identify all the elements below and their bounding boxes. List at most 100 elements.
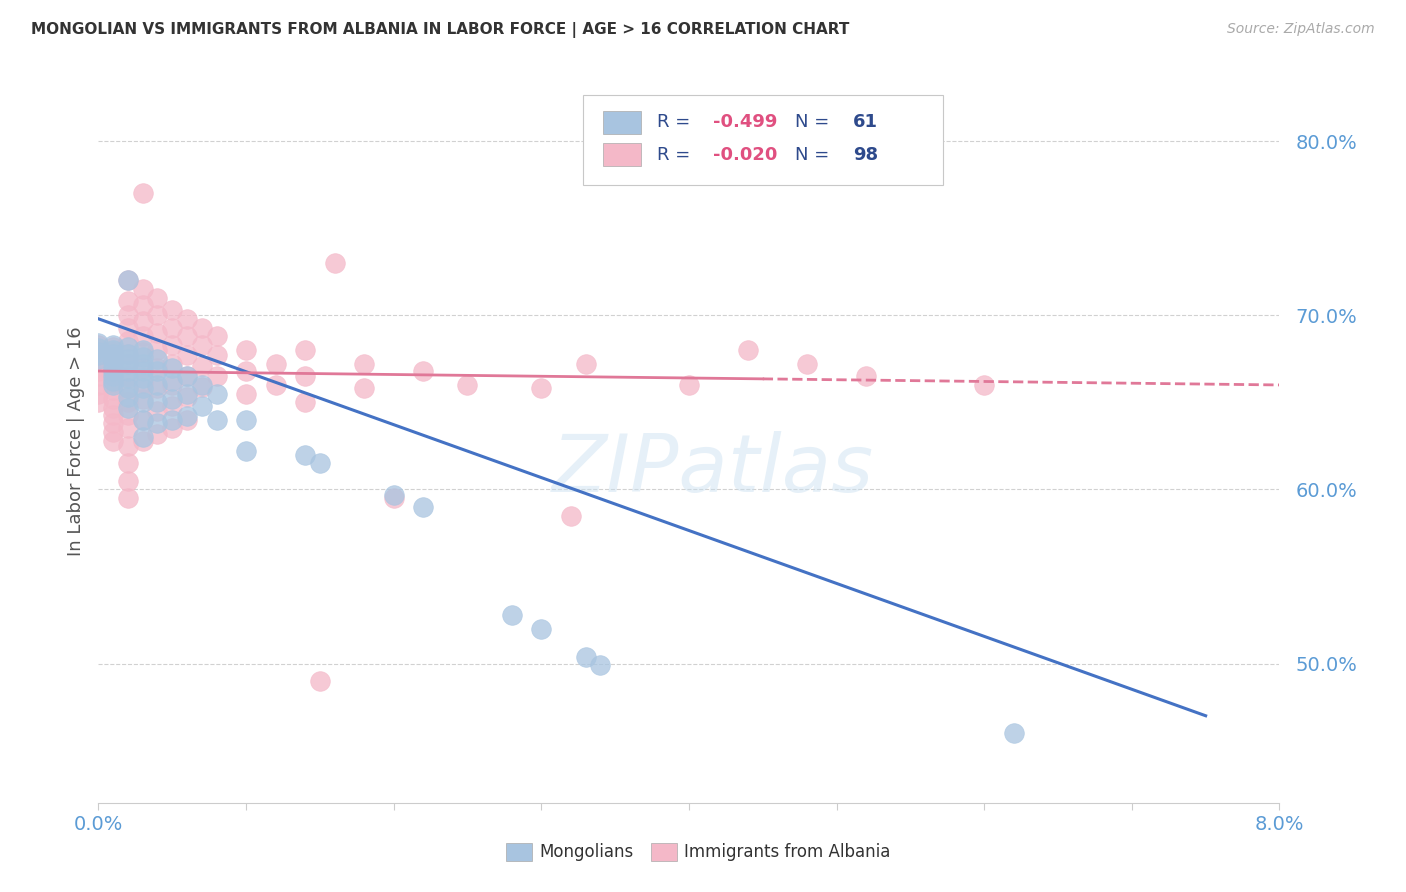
Point — [294, 395, 316, 409]
Point — [382, 491, 405, 505]
Point — [235, 343, 257, 358]
Point — [205, 413, 228, 427]
Text: N =: N = — [796, 145, 835, 164]
Point — [103, 392, 125, 406]
Point — [382, 488, 405, 502]
Point — [87, 336, 110, 351]
Point — [103, 369, 125, 384]
Point — [132, 381, 155, 395]
Point — [117, 294, 139, 309]
Text: -0.499: -0.499 — [713, 113, 778, 131]
Point — [103, 408, 125, 422]
Point — [457, 378, 479, 392]
Point — [103, 434, 125, 448]
Point — [117, 395, 139, 409]
Point — [973, 378, 995, 392]
Point — [501, 607, 523, 622]
Point — [87, 364, 110, 378]
Point — [264, 378, 287, 392]
Point — [530, 381, 553, 395]
Point — [117, 390, 139, 404]
Y-axis label: In Labor Force | Age > 16: In Labor Force | Age > 16 — [66, 326, 84, 557]
Point — [176, 390, 198, 404]
Point — [132, 392, 155, 406]
Point — [309, 456, 332, 470]
Point — [103, 343, 125, 358]
Point — [132, 344, 155, 359]
Point — [146, 360, 169, 375]
Point — [176, 413, 198, 427]
Point — [191, 380, 214, 394]
Point — [737, 343, 759, 358]
Point — [132, 360, 155, 375]
Text: Mongolians: Mongolians — [538, 843, 633, 861]
Point — [87, 348, 110, 362]
Point — [117, 273, 139, 287]
Point — [294, 448, 316, 462]
Point — [205, 329, 228, 343]
Point — [235, 444, 257, 458]
Point — [796, 357, 818, 371]
Point — [117, 346, 139, 360]
Point — [205, 386, 228, 401]
Point — [191, 378, 214, 392]
Point — [146, 364, 169, 378]
Point — [103, 360, 125, 375]
Point — [103, 346, 125, 360]
Point — [87, 344, 110, 359]
Point — [117, 408, 139, 422]
Point — [146, 351, 169, 366]
Point — [162, 399, 183, 413]
Point — [353, 357, 375, 371]
Point — [117, 308, 139, 322]
Point — [132, 395, 155, 409]
Point — [87, 343, 110, 358]
Point — [117, 421, 139, 435]
Point — [103, 362, 125, 376]
Point — [87, 342, 110, 356]
Point — [294, 343, 316, 358]
Point — [117, 340, 139, 354]
Point — [103, 383, 125, 397]
Point — [264, 357, 287, 371]
Point — [103, 369, 125, 384]
Point — [176, 409, 198, 424]
Text: 98: 98 — [853, 145, 879, 164]
Point — [117, 371, 139, 385]
Point — [146, 426, 169, 441]
Point — [103, 344, 125, 359]
Point — [117, 320, 139, 334]
Point — [353, 381, 375, 395]
Point — [132, 329, 155, 343]
Point — [678, 378, 700, 392]
Point — [176, 369, 198, 384]
Point — [176, 348, 198, 362]
Text: R =: R = — [657, 145, 696, 164]
Point — [117, 357, 139, 371]
Point — [117, 364, 139, 378]
Point — [132, 364, 155, 378]
Point — [146, 381, 169, 395]
Point — [146, 378, 169, 392]
Point — [103, 355, 125, 369]
Point — [575, 357, 598, 371]
Text: MONGOLIAN VS IMMIGRANTS FROM ALBANIA IN LABOR FORCE | AGE > 16 CORRELATION CHART: MONGOLIAN VS IMMIGRANTS FROM ALBANIA IN … — [31, 22, 849, 38]
Point — [103, 375, 125, 389]
Text: -0.020: -0.020 — [713, 145, 778, 164]
Point — [1002, 726, 1025, 740]
Point — [132, 313, 155, 327]
Point — [132, 357, 155, 371]
Point — [132, 413, 155, 427]
Point — [87, 351, 110, 366]
Point — [323, 256, 346, 270]
Point — [412, 364, 434, 378]
Point — [117, 334, 139, 349]
Text: ZIPatlas: ZIPatlas — [551, 432, 873, 509]
Point — [176, 311, 198, 326]
Point — [162, 378, 183, 392]
Point — [117, 381, 139, 395]
Point — [103, 376, 125, 391]
Text: 61: 61 — [853, 113, 879, 131]
Point — [530, 622, 553, 636]
Point — [117, 351, 139, 366]
